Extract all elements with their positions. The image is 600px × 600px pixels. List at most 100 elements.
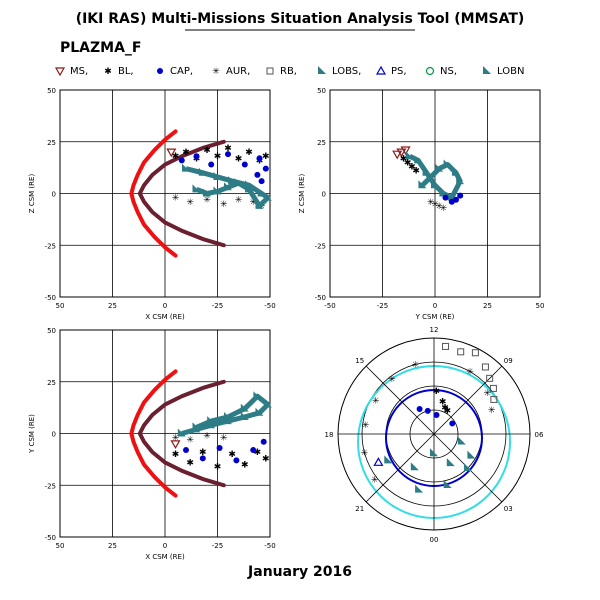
y-tick-label: -50 bbox=[45, 294, 56, 302]
polar-point-lobs bbox=[410, 462, 419, 471]
point-ms bbox=[170, 440, 181, 450]
x-tick-label: -25 bbox=[212, 302, 223, 310]
point-bl: ✱ bbox=[245, 148, 253, 158]
point-lobs bbox=[228, 176, 237, 185]
polar-point-lobs bbox=[457, 436, 466, 445]
point-cap bbox=[258, 178, 265, 185]
point-lobs bbox=[203, 188, 211, 197]
point-lobs bbox=[224, 182, 232, 191]
legend-marker-ns bbox=[425, 66, 435, 76]
mlt-hour-label: 21 bbox=[355, 505, 364, 513]
point-lobs bbox=[405, 151, 414, 160]
mlt-hour-label: 09 bbox=[504, 357, 513, 365]
y-tick-label: 0 bbox=[52, 431, 56, 439]
point-lobs bbox=[263, 399, 272, 408]
polar-point-rb bbox=[442, 342, 450, 350]
point-lobs bbox=[263, 192, 272, 201]
point-bl: ✱ bbox=[214, 152, 222, 162]
mlt-spoke bbox=[365, 365, 435, 435]
point-lobs bbox=[198, 167, 207, 176]
point-lobs bbox=[439, 188, 448, 197]
polar-point-cap bbox=[449, 420, 456, 427]
legend-marker-cap bbox=[157, 68, 163, 74]
point-cap bbox=[199, 455, 206, 462]
legend-label-lobs: LOBS, bbox=[332, 66, 361, 77]
point-lobs bbox=[182, 163, 190, 172]
point-lobs bbox=[255, 407, 264, 416]
polar-point-bl: ✱ bbox=[444, 407, 452, 417]
point-aur: ✳ bbox=[220, 434, 228, 444]
series-lobs-track bbox=[185, 166, 271, 209]
point-cap bbox=[193, 153, 200, 160]
point-lobs bbox=[443, 159, 452, 168]
y-axis-label: Z CSM (RE) bbox=[298, 174, 306, 214]
polar-point-rb bbox=[481, 363, 489, 371]
point-aur: ✳ bbox=[172, 434, 180, 444]
point-bl: ✱ bbox=[412, 167, 420, 177]
y-tick-label: 25 bbox=[47, 379, 56, 387]
mlt-hour-label: 06 bbox=[535, 431, 544, 439]
polar-point-lobs bbox=[463, 462, 472, 471]
polar-point-aur: ✳ bbox=[466, 368, 474, 378]
point-lobs bbox=[431, 180, 439, 189]
point-bl: ✱ bbox=[224, 144, 232, 154]
point-ms bbox=[400, 146, 411, 156]
y-tick-label: 25 bbox=[317, 139, 326, 147]
x-axis-label: X CSM (RE) bbox=[145, 553, 185, 561]
point-bl: ✱ bbox=[228, 450, 236, 460]
point-cap bbox=[250, 447, 257, 454]
polar-point-lobs bbox=[443, 480, 452, 489]
polar-point-aur: ✳ bbox=[488, 406, 496, 416]
point-cap bbox=[216, 444, 223, 451]
legend-label-rb: RB, bbox=[280, 66, 297, 77]
point-lobs bbox=[253, 391, 262, 400]
mlt-spoke bbox=[365, 433, 435, 503]
x-tick-label: 50 bbox=[56, 302, 65, 310]
polar-point-aur: ✳ bbox=[412, 360, 420, 370]
polar-point-cap bbox=[416, 406, 423, 413]
y-tick-label: 50 bbox=[47, 327, 56, 335]
polar-point-bl: ✱ bbox=[441, 403, 449, 413]
point-aur: ✳ bbox=[186, 436, 194, 446]
x-tick-label: -50 bbox=[264, 302, 275, 310]
point-ms bbox=[396, 148, 407, 158]
polar-point-bl: ✱ bbox=[432, 387, 440, 397]
point-lobs bbox=[257, 188, 266, 197]
y-tick-label: 50 bbox=[317, 87, 326, 95]
point-lobs bbox=[245, 180, 253, 189]
point-cap bbox=[254, 171, 261, 178]
polar-point-aur: ✳ bbox=[388, 375, 396, 385]
polar-point-rb bbox=[457, 348, 465, 356]
point-bl: ✱ bbox=[172, 450, 180, 460]
mlt-hour-label: 18 bbox=[325, 431, 334, 439]
point-lobs bbox=[234, 178, 243, 187]
point-lobs bbox=[452, 167, 460, 176]
x-axis-label: X CSM (RE) bbox=[145, 313, 185, 321]
point-aur: ✳ bbox=[172, 194, 180, 204]
legend-label-cap: CAP, bbox=[170, 66, 193, 77]
x-tick-label: -50 bbox=[264, 542, 275, 550]
mlt-hour-label: 15 bbox=[355, 357, 364, 365]
legend-label-lobn: LOBN bbox=[497, 66, 524, 77]
x-tick-label: 50 bbox=[56, 542, 65, 550]
point-bl: ✱ bbox=[408, 163, 416, 173]
point-cap bbox=[233, 457, 240, 464]
point-lobs bbox=[255, 200, 264, 209]
footer-date: January 2016 bbox=[247, 564, 352, 580]
x-tick-label: -50 bbox=[324, 302, 335, 310]
point-cap bbox=[453, 196, 459, 203]
legend-label-ns: NS, bbox=[440, 66, 457, 77]
point-bl: ✱ bbox=[186, 458, 194, 468]
point-bl: ✱ bbox=[404, 158, 412, 168]
point-cap bbox=[256, 155, 263, 162]
point-cap bbox=[442, 194, 449, 201]
polar-point-bl: ✱ bbox=[439, 398, 447, 408]
y-tick-label: -25 bbox=[45, 242, 56, 250]
point-bl: ✱ bbox=[256, 156, 264, 166]
legend-label-ps: PS, bbox=[391, 66, 407, 77]
y-tick-label: 50 bbox=[47, 87, 56, 95]
point-aur: ✳ bbox=[186, 198, 194, 208]
point-aur: ✳ bbox=[235, 196, 243, 206]
mlt-hour-label: 00 bbox=[430, 536, 439, 544]
